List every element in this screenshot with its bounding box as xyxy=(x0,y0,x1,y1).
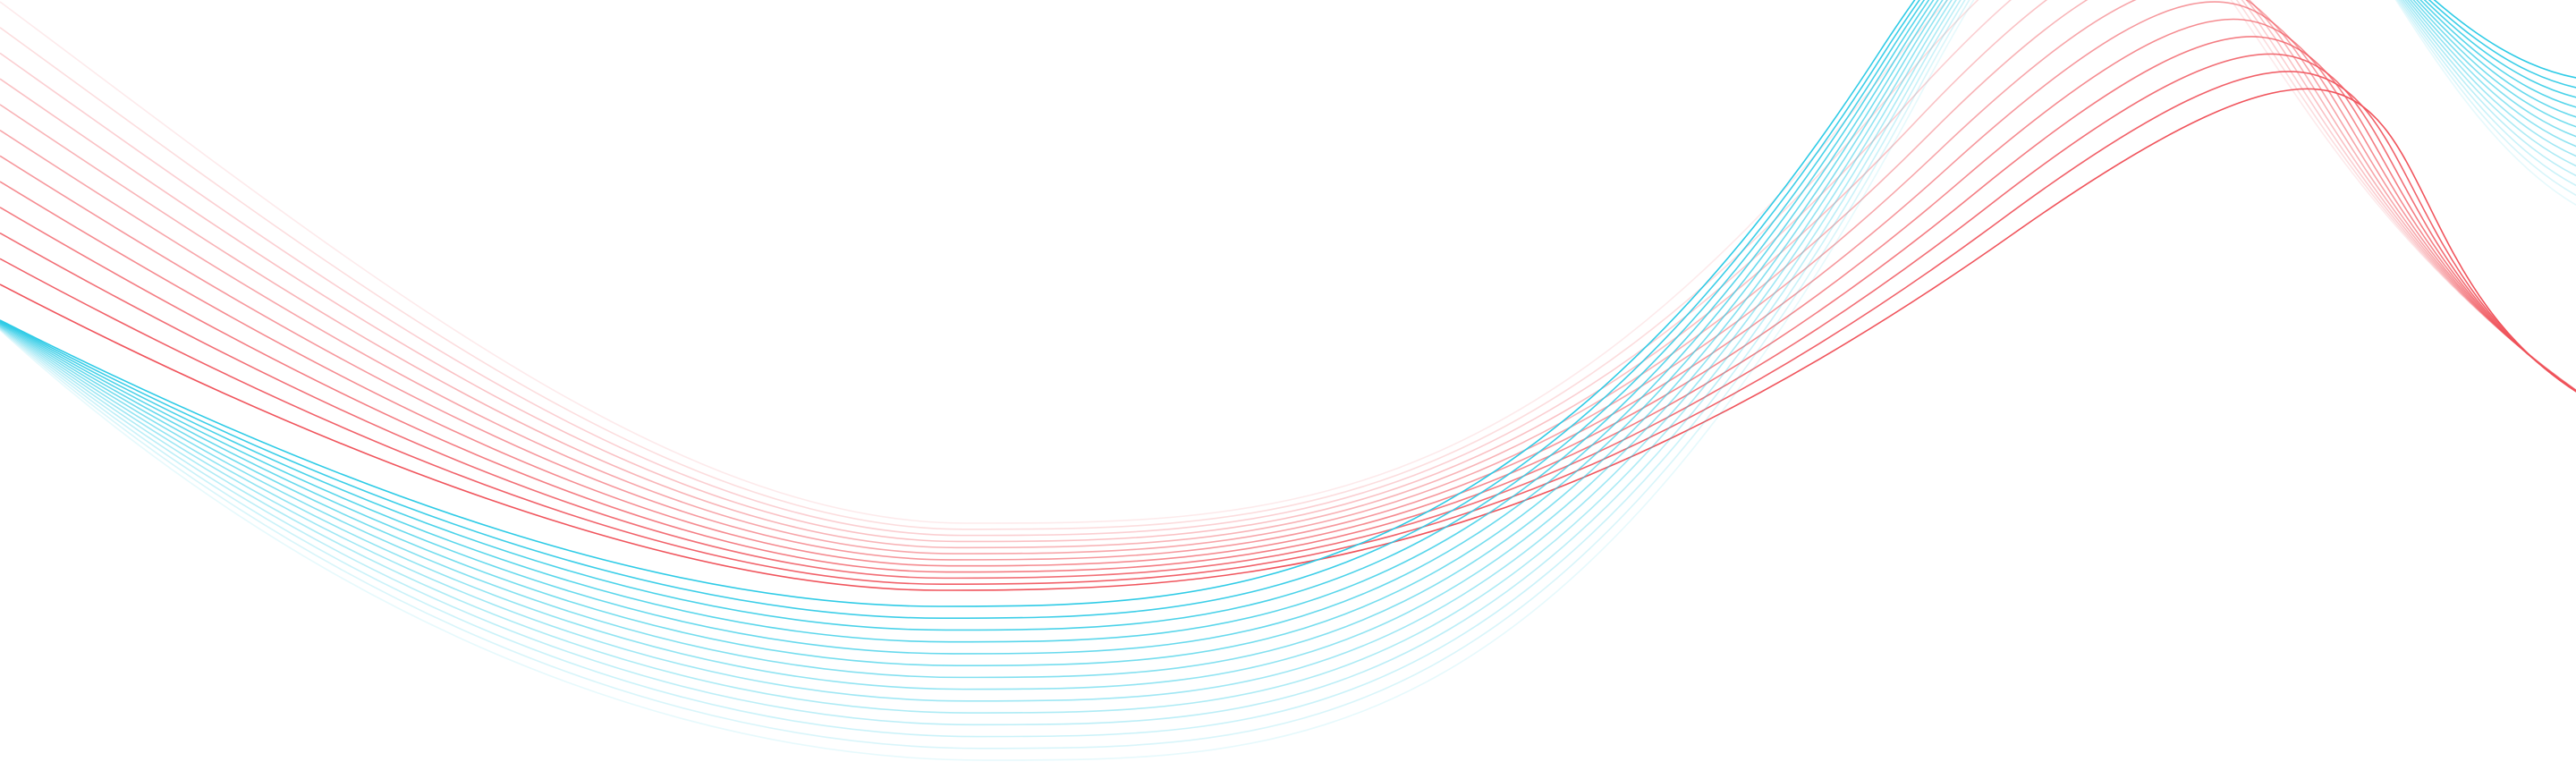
red-wave-band xyxy=(0,0,2576,591)
cyan-band-line xyxy=(0,0,2576,631)
red-band-line xyxy=(0,1,2576,561)
cyan-band-line xyxy=(0,0,2576,690)
red-band-line xyxy=(0,0,2576,537)
cyan-band-line xyxy=(0,0,2576,643)
cyan-band-line xyxy=(0,0,2576,738)
cyan-band-line xyxy=(0,0,2576,620)
red-band-line xyxy=(0,36,2576,573)
cyan-band-line xyxy=(0,0,2576,666)
red-band-line xyxy=(0,53,2576,580)
red-band-line xyxy=(0,0,2576,530)
cyan-band-line xyxy=(0,0,2576,726)
red-band-line xyxy=(0,71,2576,585)
cyan-band-line xyxy=(0,0,2576,679)
cyan-band-line xyxy=(0,0,2576,714)
cyan-band-line xyxy=(0,0,2576,607)
red-band-line xyxy=(0,0,2576,543)
cyan-band-line xyxy=(0,0,2576,655)
red-band-line xyxy=(0,18,2576,567)
red-band-line xyxy=(0,88,2576,591)
red-band-line xyxy=(0,0,2576,555)
red-band-line xyxy=(0,0,2576,549)
cyan-band-line xyxy=(0,0,2576,702)
red-band-line xyxy=(0,0,2576,524)
